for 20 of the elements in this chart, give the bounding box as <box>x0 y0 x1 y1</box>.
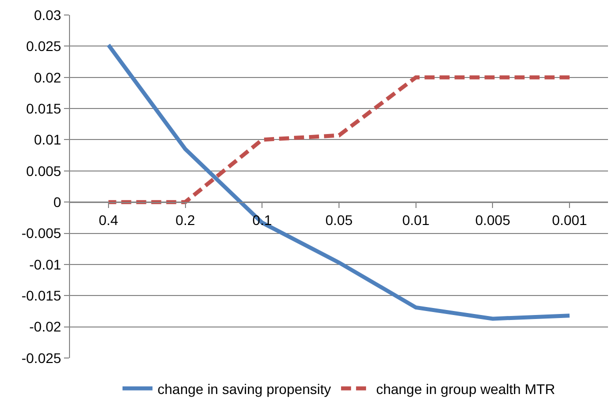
y-tick-label: -0.025 <box>21 350 62 366</box>
y-tick-label: 0.025 <box>26 38 62 54</box>
y-tick-label: 0.005 <box>26 162 62 179</box>
x-tick-label: 0.001 <box>552 212 588 228</box>
x-tick-label: 0.01 <box>402 212 430 228</box>
x-tick-label: 0.005 <box>475 212 510 228</box>
y-tick-label: 0.03 <box>34 6 62 23</box>
y-tick-label: -0.005 <box>21 225 62 242</box>
y-tick-label: -0.015 <box>21 288 62 304</box>
legend-label: change in saving propensity <box>158 380 332 397</box>
y-tick-label: 0.015 <box>26 100 62 116</box>
y-tick-label: 0 <box>53 194 62 210</box>
y-tick-label: -0.01 <box>29 256 62 272</box>
y-tick-label: 0.02 <box>34 69 62 86</box>
legend-label: change in group wealth MTR <box>376 380 556 397</box>
y-tick-label: 0.01 <box>34 132 62 148</box>
x-tick-label: 0.2 <box>176 212 196 228</box>
x-tick-label: 0.05 <box>325 212 353 228</box>
x-tick-label: 0.4 <box>98 212 118 228</box>
y-tick-label: -0.02 <box>29 318 62 335</box>
